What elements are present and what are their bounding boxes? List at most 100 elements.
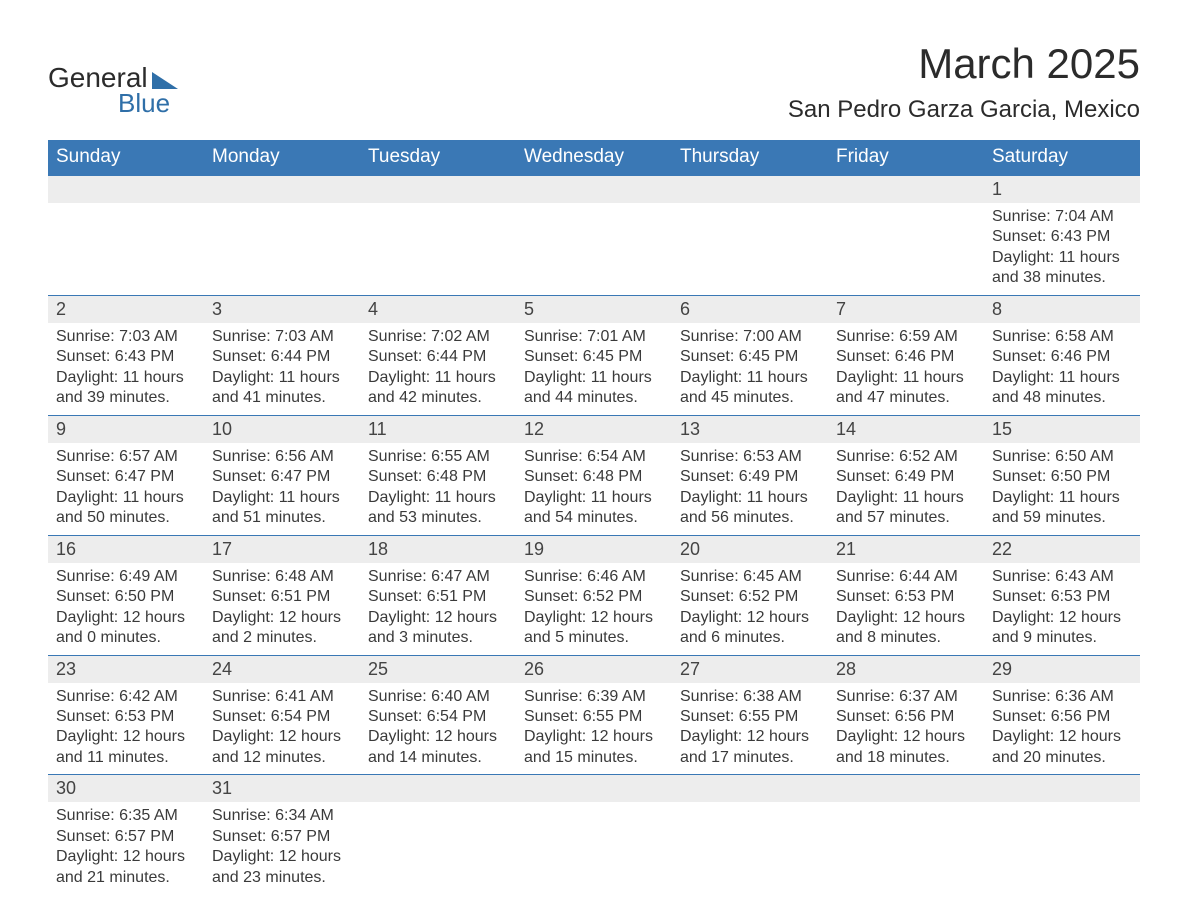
day-data-cell: Sunrise: 6:54 AMSunset: 6:48 PMDaylight:… (516, 443, 672, 535)
calendar-week-numrow: 23242526272829 (48, 655, 1140, 683)
day-number: 15 (984, 415, 1140, 443)
day-day1: Daylight: 11 hours (992, 368, 1132, 388)
day-sunrise: Sunrise: 6:39 AM (524, 687, 664, 707)
calendar-week-datarow: Sunrise: 6:42 AMSunset: 6:53 PMDaylight:… (48, 683, 1140, 775)
day-day2: and 57 minutes. (836, 508, 976, 528)
day-day2: and 11 minutes. (56, 748, 196, 768)
day-number-cell: 29 (984, 655, 1140, 683)
day-number-cell (516, 774, 672, 802)
day-day2: and 2 minutes. (212, 628, 352, 648)
day-sunset: Sunset: 6:43 PM (56, 347, 196, 367)
day-data-cell (360, 203, 516, 295)
day-data-cell: Sunrise: 6:44 AMSunset: 6:53 PMDaylight:… (828, 563, 984, 655)
day-day1: Daylight: 12 hours (992, 727, 1132, 747)
day-sunrise: Sunrise: 6:54 AM (524, 447, 664, 467)
day-day2: and 21 minutes. (56, 868, 196, 888)
day-day1: Daylight: 11 hours (368, 488, 508, 508)
day-data-cell (204, 203, 360, 295)
day-number-cell: 21 (828, 535, 984, 563)
day-data: Sunrise: 6:48 AMSunset: 6:51 PMDaylight:… (204, 563, 360, 655)
day-data: Sunrise: 6:49 AMSunset: 6:50 PMDaylight:… (48, 563, 204, 655)
day-day1: Daylight: 12 hours (212, 847, 352, 867)
day-data-cell (360, 802, 516, 894)
day-sunrise: Sunrise: 7:04 AM (992, 207, 1132, 227)
day-number-cell: 5 (516, 295, 672, 323)
day-data-cell: Sunrise: 7:03 AMSunset: 6:43 PMDaylight:… (48, 323, 204, 415)
day-data-cell: Sunrise: 7:02 AMSunset: 6:44 PMDaylight:… (360, 323, 516, 415)
day-number: 31 (204, 774, 360, 802)
day-number: 12 (516, 415, 672, 443)
day-number: 25 (360, 655, 516, 683)
day-data-cell: Sunrise: 6:56 AMSunset: 6:47 PMDaylight:… (204, 443, 360, 535)
day-number: 30 (48, 774, 204, 802)
day-sunrise: Sunrise: 6:44 AM (836, 567, 976, 587)
day-number-cell (360, 176, 516, 203)
day-data-cell: Sunrise: 7:03 AMSunset: 6:44 PMDaylight:… (204, 323, 360, 415)
day-data (984, 802, 1140, 812)
day-data: Sunrise: 6:40 AMSunset: 6:54 PMDaylight:… (360, 683, 516, 775)
day-number-cell: 19 (516, 535, 672, 563)
day-sunset: Sunset: 6:54 PM (368, 707, 508, 727)
day-data-cell: Sunrise: 6:36 AMSunset: 6:56 PMDaylight:… (984, 683, 1140, 775)
weekday-header: Friday (828, 140, 984, 176)
day-sunrise: Sunrise: 6:45 AM (680, 567, 820, 587)
day-sunrise: Sunrise: 6:58 AM (992, 327, 1132, 347)
day-day1: Daylight: 11 hours (836, 488, 976, 508)
day-number (828, 176, 984, 203)
day-sunset: Sunset: 6:45 PM (524, 347, 664, 367)
calendar-week-numrow: 9101112131415 (48, 415, 1140, 443)
day-data-cell: Sunrise: 6:57 AMSunset: 6:47 PMDaylight:… (48, 443, 204, 535)
title-block: March 2025 San Pedro Garza Garcia, Mexic… (788, 40, 1140, 134)
day-sunrise: Sunrise: 7:02 AM (368, 327, 508, 347)
day-data: Sunrise: 7:01 AMSunset: 6:45 PMDaylight:… (516, 323, 672, 415)
day-day2: and 48 minutes. (992, 388, 1132, 408)
day-sunrise: Sunrise: 6:55 AM (368, 447, 508, 467)
day-number-cell: 9 (48, 415, 204, 443)
day-data: Sunrise: 6:59 AMSunset: 6:46 PMDaylight:… (828, 323, 984, 415)
day-day1: Daylight: 12 hours (680, 608, 820, 628)
day-data: Sunrise: 6:56 AMSunset: 6:47 PMDaylight:… (204, 443, 360, 535)
day-day1: Daylight: 11 hours (56, 368, 196, 388)
day-sunrise: Sunrise: 6:59 AM (836, 327, 976, 347)
day-number-cell: 11 (360, 415, 516, 443)
day-number-cell (672, 774, 828, 802)
day-number: 17 (204, 535, 360, 563)
day-day2: and 50 minutes. (56, 508, 196, 528)
day-number-cell (828, 176, 984, 203)
day-data: Sunrise: 6:37 AMSunset: 6:56 PMDaylight:… (828, 683, 984, 775)
day-day2: and 23 minutes. (212, 868, 352, 888)
day-day2: and 54 minutes. (524, 508, 664, 528)
day-number-cell: 17 (204, 535, 360, 563)
day-sunrise: Sunrise: 6:46 AM (524, 567, 664, 587)
day-data-cell: Sunrise: 6:53 AMSunset: 6:49 PMDaylight:… (672, 443, 828, 535)
day-data-cell (516, 802, 672, 894)
triangle-icon (152, 64, 178, 96)
day-data: Sunrise: 6:46 AMSunset: 6:52 PMDaylight:… (516, 563, 672, 655)
day-data (516, 203, 672, 213)
day-data-cell (672, 802, 828, 894)
calendar-week-numrow: 16171819202122 (48, 535, 1140, 563)
day-number-cell: 28 (828, 655, 984, 683)
day-number-cell: 3 (204, 295, 360, 323)
day-data: Sunrise: 6:47 AMSunset: 6:51 PMDaylight:… (360, 563, 516, 655)
day-number: 29 (984, 655, 1140, 683)
day-sunrise: Sunrise: 6:56 AM (212, 447, 352, 467)
day-sunset: Sunset: 6:47 PM (212, 467, 352, 487)
day-day2: and 38 minutes. (992, 268, 1132, 288)
day-data: Sunrise: 6:38 AMSunset: 6:55 PMDaylight:… (672, 683, 828, 775)
day-data (48, 203, 204, 213)
day-number: 8 (984, 295, 1140, 323)
day-number-cell: 25 (360, 655, 516, 683)
day-data: Sunrise: 6:39 AMSunset: 6:55 PMDaylight:… (516, 683, 672, 775)
day-number-cell (672, 176, 828, 203)
calendar-week-datarow: Sunrise: 7:03 AMSunset: 6:43 PMDaylight:… (48, 323, 1140, 415)
day-sunrise: Sunrise: 6:34 AM (212, 806, 352, 826)
day-sunset: Sunset: 6:57 PM (56, 827, 196, 847)
day-sunset: Sunset: 6:49 PM (680, 467, 820, 487)
day-day1: Daylight: 12 hours (992, 608, 1132, 628)
day-day1: Daylight: 11 hours (212, 368, 352, 388)
day-number-cell: 18 (360, 535, 516, 563)
day-sunset: Sunset: 6:49 PM (836, 467, 976, 487)
day-data: Sunrise: 7:02 AMSunset: 6:44 PMDaylight:… (360, 323, 516, 415)
day-data: Sunrise: 6:36 AMSunset: 6:56 PMDaylight:… (984, 683, 1140, 775)
